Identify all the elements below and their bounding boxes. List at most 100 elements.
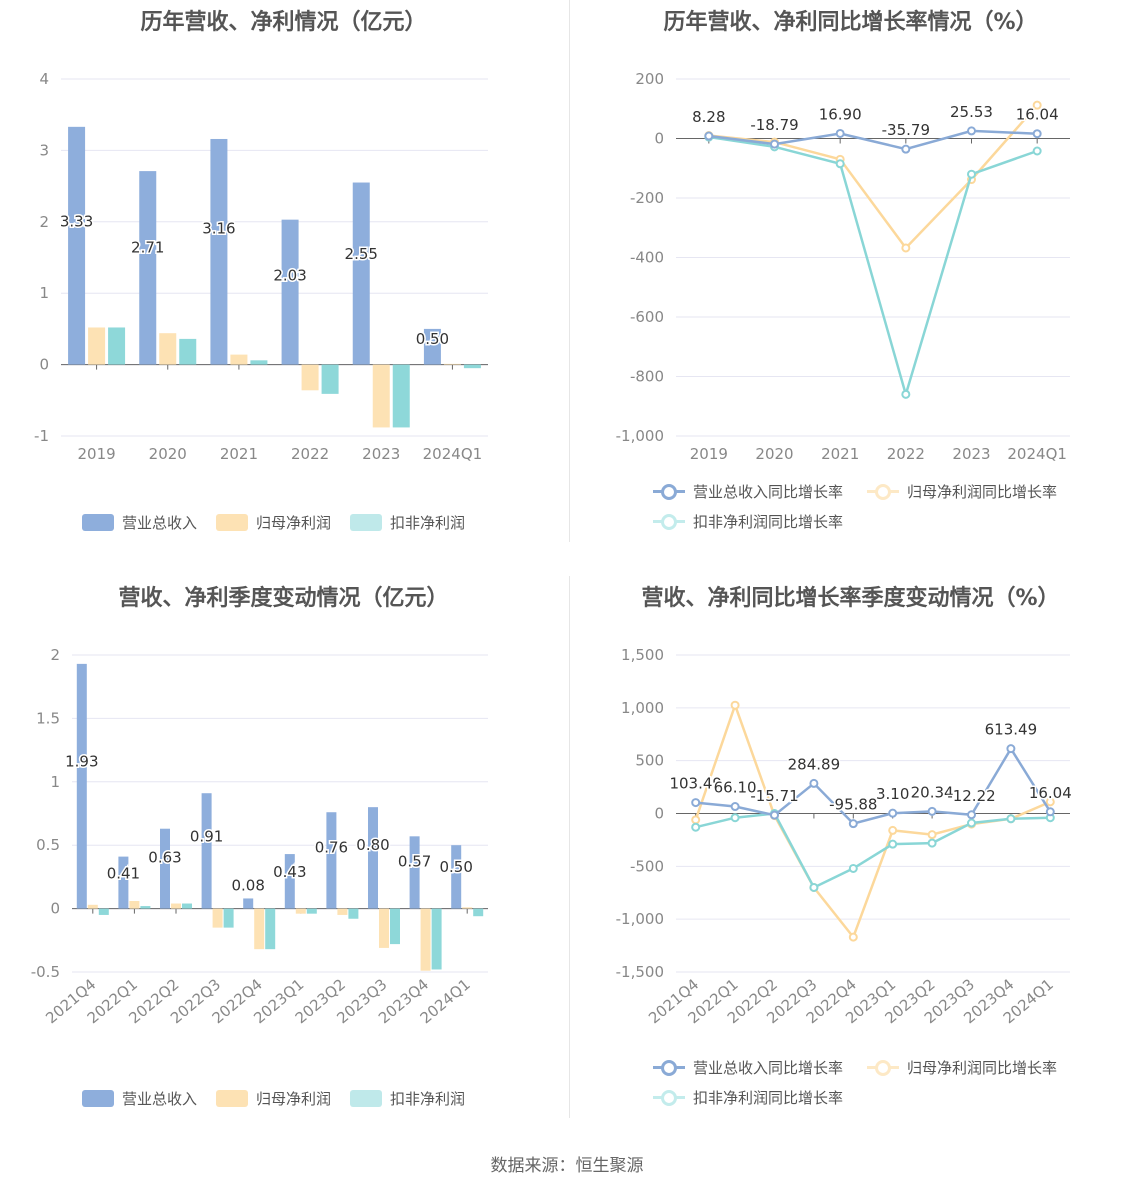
legend-item-deducted-growth[interactable]: 扣非净利润同比增长率 <box>653 511 843 532</box>
x-tick-label: 2019 <box>77 445 115 463</box>
series-line-deducted-growth <box>708 135 1038 399</box>
bar-net-profit <box>420 908 431 971</box>
legend-item-revenue-growth[interactable]: 营业总收入同比增长率 <box>653 481 843 502</box>
y-tick-label: 2 <box>50 646 60 664</box>
data-label-revenue-growth: -95.88 <box>829 796 877 814</box>
point-revenue-growth <box>901 144 911 154</box>
bar-revenue <box>423 328 441 365</box>
legend-label: 营业总收入 <box>122 514 198 532</box>
x-tick-label: 2020 <box>149 445 187 463</box>
legend-item-revenue-growth[interactable]: 营业总收入同比增长率 <box>653 1057 843 1078</box>
series-line-deducted-growth <box>695 812 1051 890</box>
deducted-growth-swatch <box>653 1089 685 1106</box>
bar-revenue <box>160 828 170 909</box>
data-label-revenue: 0.41 <box>107 864 140 882</box>
legend-label: 归母净利润同比增长率 <box>907 1059 1058 1077</box>
y-tick-label: 1,500 <box>621 646 664 664</box>
bar-revenue <box>243 898 254 909</box>
y-tick-label: -200 <box>630 189 664 207</box>
x-tick-label: 2024Q1 <box>423 445 483 463</box>
data-label-revenue-growth: 16.04 <box>1029 784 1072 802</box>
data-label-revenue: 3.16 <box>202 220 235 238</box>
bar-deducted-profit <box>431 908 442 970</box>
data-label-revenue: 0.50 <box>439 858 472 876</box>
x-tick-label: 2023 <box>362 445 400 463</box>
revenue-swatch <box>82 1090 114 1107</box>
y-tick-label: 0 <box>39 356 49 374</box>
data-label-revenue-growth: 66.10 <box>714 779 757 797</box>
data-label-revenue: 0.76 <box>315 839 348 857</box>
panel-divider-bottom <box>569 576 570 1118</box>
data-label-revenue-growth: -18.79 <box>750 116 798 134</box>
bar-revenue <box>201 793 212 909</box>
bar-net-profit <box>372 364 390 428</box>
point-deducted-growth <box>888 839 898 849</box>
data-label-revenue-growth: 16.90 <box>819 105 862 123</box>
legend-item-net-profit[interactable]: 归母净利润 <box>216 1088 331 1109</box>
x-tick-label: 2021 <box>821 445 859 463</box>
y-tick-label: -1 <box>34 427 49 445</box>
point-net-profit-growth <box>927 830 937 840</box>
y-tick-label: 0 <box>654 805 664 823</box>
point-deducted-growth <box>1032 146 1042 156</box>
bar-revenue <box>409 836 420 909</box>
x-tick-label: 2021 <box>220 445 258 463</box>
bar-net-profit <box>171 903 181 909</box>
legend-item-revenue[interactable]: 营业总收入 <box>82 512 197 533</box>
bar-net-profit <box>295 908 306 914</box>
data-label-revenue: 0.63 <box>148 848 181 866</box>
annual-revenue-profit-chart: -1 0 1 2 3 4 2019 2020 2021 2022 2023 2024Q1 3.33 2.7… <box>34 70 488 463</box>
y-tick-label: 0.5 <box>36 836 60 854</box>
bar-net-profit <box>462 907 473 909</box>
point-revenue-growth <box>967 810 976 820</box>
chart-title: 营收、净利季度变动情况（亿元） <box>118 586 449 611</box>
chart-title: 营收、净利同比增长率季度变动情况（%） <box>641 586 1060 611</box>
data-label-revenue-growth: 613.49 <box>985 721 1038 739</box>
y-tick-label: 2 <box>39 213 49 231</box>
legend-item-net-profit-growth[interactable]: 归母净利润同比增长率 <box>867 1057 1057 1078</box>
revenue-growth-swatch <box>653 483 685 500</box>
quarterly-growth-chart: -1,500-1,000-50005001,0001,5002021Q42022… <box>616 646 1074 1027</box>
bar-deducted-profit <box>321 364 339 394</box>
legend-item-net-profit-growth[interactable]: 归母净利润同比增长率 <box>867 481 1057 502</box>
legend-label: 扣非净利润同比增长率 <box>693 513 844 531</box>
point-revenue-growth <box>770 139 779 149</box>
net-profit-growth-swatch <box>867 483 899 500</box>
x-tick-label: 2020 <box>755 445 793 463</box>
point-deducted-growth <box>835 159 845 169</box>
bar-revenue <box>118 856 129 909</box>
point-revenue-growth <box>848 819 858 829</box>
legend-item-net-profit[interactable]: 归母净利润 <box>216 512 331 533</box>
legend-item-deducted-growth[interactable]: 扣非净利润同比增长率 <box>653 1087 843 1108</box>
bar-revenue <box>281 219 299 365</box>
point-deducted-growth <box>691 822 701 832</box>
point-revenue-growth <box>835 128 845 138</box>
data-label-revenue-growth: 3.10 <box>876 785 909 803</box>
data-label-revenue-growth: 284.89 <box>788 755 841 773</box>
data-label-revenue-growth: -12.22 <box>947 787 995 805</box>
data-label-revenue: 3.33 <box>60 213 93 231</box>
data-label-revenue: 0.57 <box>398 853 431 871</box>
x-tick-label: 2022 <box>291 445 329 463</box>
series-line-net-profit-growth <box>708 104 1039 250</box>
point-revenue-growth <box>1032 129 1042 139</box>
point-deducted-growth <box>848 863 858 873</box>
legend-item-revenue[interactable]: 营业总收入 <box>82 1088 197 1109</box>
y-tick-label: -600 <box>630 308 664 326</box>
point-net-profit-growth <box>848 932 858 942</box>
legend-item-deducted-profit[interactable]: 扣非净利润 <box>350 1088 465 1109</box>
annual-growth-chart: -1,000 -800 -600 -400 -200 0 200 2019 2020 2021 20… <box>616 70 1070 463</box>
bar-revenue <box>76 663 87 909</box>
data-label-revenue: 2.55 <box>345 245 378 263</box>
quarterly-growth-panel: 营收、净利同比增长率季度变动情况（%） -1,500 -1,000 -500 0 500… <box>567 576 1134 1152</box>
data-label-revenue-growth: 16.04 <box>1016 106 1059 124</box>
y-tick-label: 200 <box>635 70 664 88</box>
data-label-revenue: 0.43 <box>273 863 306 881</box>
bar-revenue <box>284 854 295 909</box>
x-tick-label: 2019 <box>690 445 728 463</box>
bar-net-profit <box>337 908 348 915</box>
data-label-revenue: 2.03 <box>273 267 306 285</box>
legend-label: 扣非净利润 <box>390 514 466 532</box>
legend-item-deducted-profit[interactable]: 扣非净利润 <box>350 512 465 533</box>
bar-deducted-profit <box>306 908 317 914</box>
